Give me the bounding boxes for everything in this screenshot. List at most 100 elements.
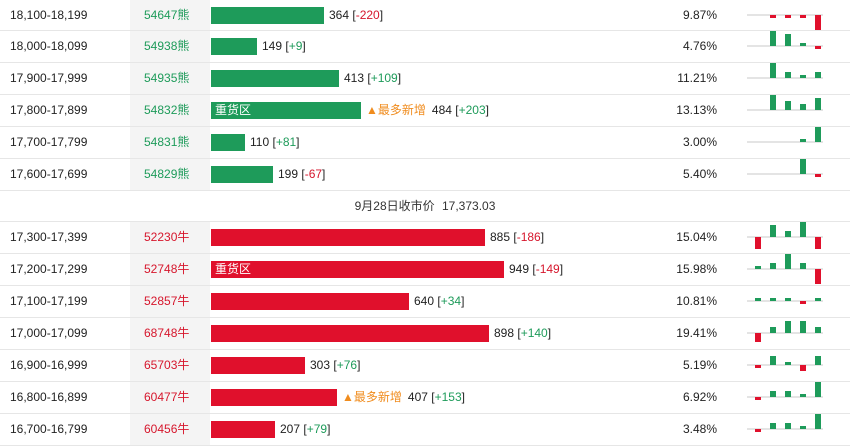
sparkline-bar: [800, 139, 806, 142]
volume-change: +34: [440, 294, 462, 308]
sparkline-bar: [785, 423, 791, 429]
sparkline-bar: [785, 72, 791, 78]
sparkline-bar: [815, 382, 821, 397]
bracket-open: [: [272, 135, 276, 149]
sparkline-bar: [770, 391, 776, 397]
volume-bar: [211, 166, 273, 183]
sparkline-chart: [747, 298, 823, 304]
price-range: 16,800-16,899: [10, 390, 88, 404]
warrant-code-link[interactable]: 54832熊: [144, 103, 190, 117]
sparkline-bar: [770, 15, 776, 18]
sparkline-bar: [785, 298, 791, 301]
price-range: 17,600-17,699: [10, 167, 88, 181]
percent-value: 5.40%: [682, 167, 717, 181]
volume-bar: 重货区: [211, 261, 504, 278]
table-row: 16,900-16,999 65703牛 303 [+76] 5.19%: [0, 350, 850, 382]
volume-info: 110 [+81]: [250, 127, 300, 158]
percent-value: 15.98%: [676, 262, 717, 276]
sparkline-bar: [785, 254, 791, 269]
sparkline-bar: [815, 327, 821, 333]
warrant-code-link[interactable]: 60477牛: [144, 390, 190, 404]
volume-change: +76: [336, 358, 358, 372]
percent-value: 4.76%: [682, 39, 717, 53]
warrant-code-link[interactable]: 52230牛: [144, 230, 190, 244]
sparkline-bar: [800, 104, 806, 110]
sparkline-bar: [755, 365, 761, 368]
sparkline-bar: [800, 43, 806, 46]
sparkline-chart: [747, 14, 823, 30]
bracket-open: [: [455, 103, 459, 117]
table-row: 18,000-18,099 54938熊 149 [+9] 4.76%: [0, 31, 850, 63]
sparkline-chart: [747, 222, 823, 249]
percent-value: 5.19%: [682, 358, 717, 372]
warrant-code-link[interactable]: 52857牛: [144, 294, 190, 308]
table-row: 16,800-16,899 60477牛 ▲最多新增 407 [+153] 6.92%: [0, 382, 850, 414]
volume-change: +79: [306, 422, 328, 436]
sparkline-chart: [747, 254, 823, 284]
sparkline-bar: [785, 34, 791, 46]
bull-section: 17,300-17,399 52230牛 885 [-186] 15.04% 17,20…: [0, 222, 850, 446]
warrant-code-link[interactable]: 60456牛: [144, 422, 190, 436]
sparkline-bar: [800, 159, 806, 174]
warrant-code-link[interactable]: 54831熊: [144, 135, 190, 149]
price-range: 17,200-17,299: [10, 262, 88, 276]
sparkline-bar: [770, 225, 776, 237]
bracket-open: [: [437, 294, 441, 308]
warrant-code-link[interactable]: 65703牛: [144, 358, 190, 372]
sparkline-chart: [747, 95, 823, 111]
bracket-open: [: [303, 422, 307, 436]
code-cell-bg: [130, 159, 210, 190]
sparkline-bar: [755, 397, 761, 400]
bracket-open: [: [431, 390, 435, 404]
price-range: 18,000-18,099: [10, 39, 88, 53]
bear-section: 18,100-18,199 54647熊 364 [-220] 9.87% 18,000…: [0, 0, 850, 191]
volume-amount: 484: [431, 103, 456, 117]
warrant-code-link[interactable]: 54938熊: [144, 39, 190, 53]
warrant-code-link[interactable]: 54647熊: [144, 8, 190, 22]
volume-change: -186: [516, 230, 541, 244]
volume-amount: 640: [414, 294, 438, 308]
code-cell-bg: [130, 31, 210, 62]
volume-bar: [211, 134, 245, 151]
price-range: 17,800-17,899: [10, 103, 88, 117]
sparkline-bar: [770, 356, 776, 365]
volume-change: +81: [275, 135, 297, 149]
table-row: 17,800-17,899 54832熊 重货区 ▲最多新增 484 [+203] 13.…: [0, 95, 850, 127]
price-range: 17,100-17,199: [10, 294, 88, 308]
price-range: 18,100-18,199: [10, 8, 88, 22]
volume-amount: 413: [344, 71, 368, 85]
warrant-code-link[interactable]: 54829熊: [144, 167, 190, 181]
price-range: 17,000-17,099: [10, 326, 88, 340]
warrant-code-link[interactable]: 68748牛: [144, 326, 190, 340]
volume-change: +203: [458, 103, 486, 117]
bracket-close: ]: [296, 135, 300, 149]
bracket-close: ]: [302, 39, 306, 53]
price-range: 17,700-17,799: [10, 135, 88, 149]
volume-bar: [211, 38, 257, 55]
sparkline-bar: [785, 15, 791, 18]
sparkline-chart: [747, 382, 823, 400]
percent-value: 10.81%: [676, 294, 717, 308]
bracket-close: ]: [461, 390, 465, 404]
warrant-code-link[interactable]: 52748牛: [144, 262, 190, 276]
volume-bar: [211, 389, 337, 406]
code-cell-bg: [130, 318, 210, 349]
sparkline-bar: [815, 72, 821, 78]
percent-value: 3.00%: [682, 135, 717, 149]
volume-bar: [211, 7, 324, 24]
sparkline-bar: [815, 269, 821, 284]
volume-info: ▲最多新增 484 [+203]: [366, 95, 489, 126]
volume-amount: 207: [280, 422, 304, 436]
bracket-open: [: [532, 262, 536, 276]
code-cell-bg: [130, 254, 210, 285]
sparkline-bar: [800, 263, 806, 269]
volume-change: +9: [288, 39, 303, 53]
sparkline-bar: [770, 327, 776, 333]
volume-bar: [211, 293, 409, 310]
most-new-tag: ▲最多新增: [366, 103, 426, 117]
warrant-code-link[interactable]: 54935熊: [144, 71, 190, 85]
volume-info: 413 [+109]: [344, 63, 401, 94]
sparkline-chart: [747, 31, 823, 49]
sparkline-bar: [770, 423, 776, 429]
